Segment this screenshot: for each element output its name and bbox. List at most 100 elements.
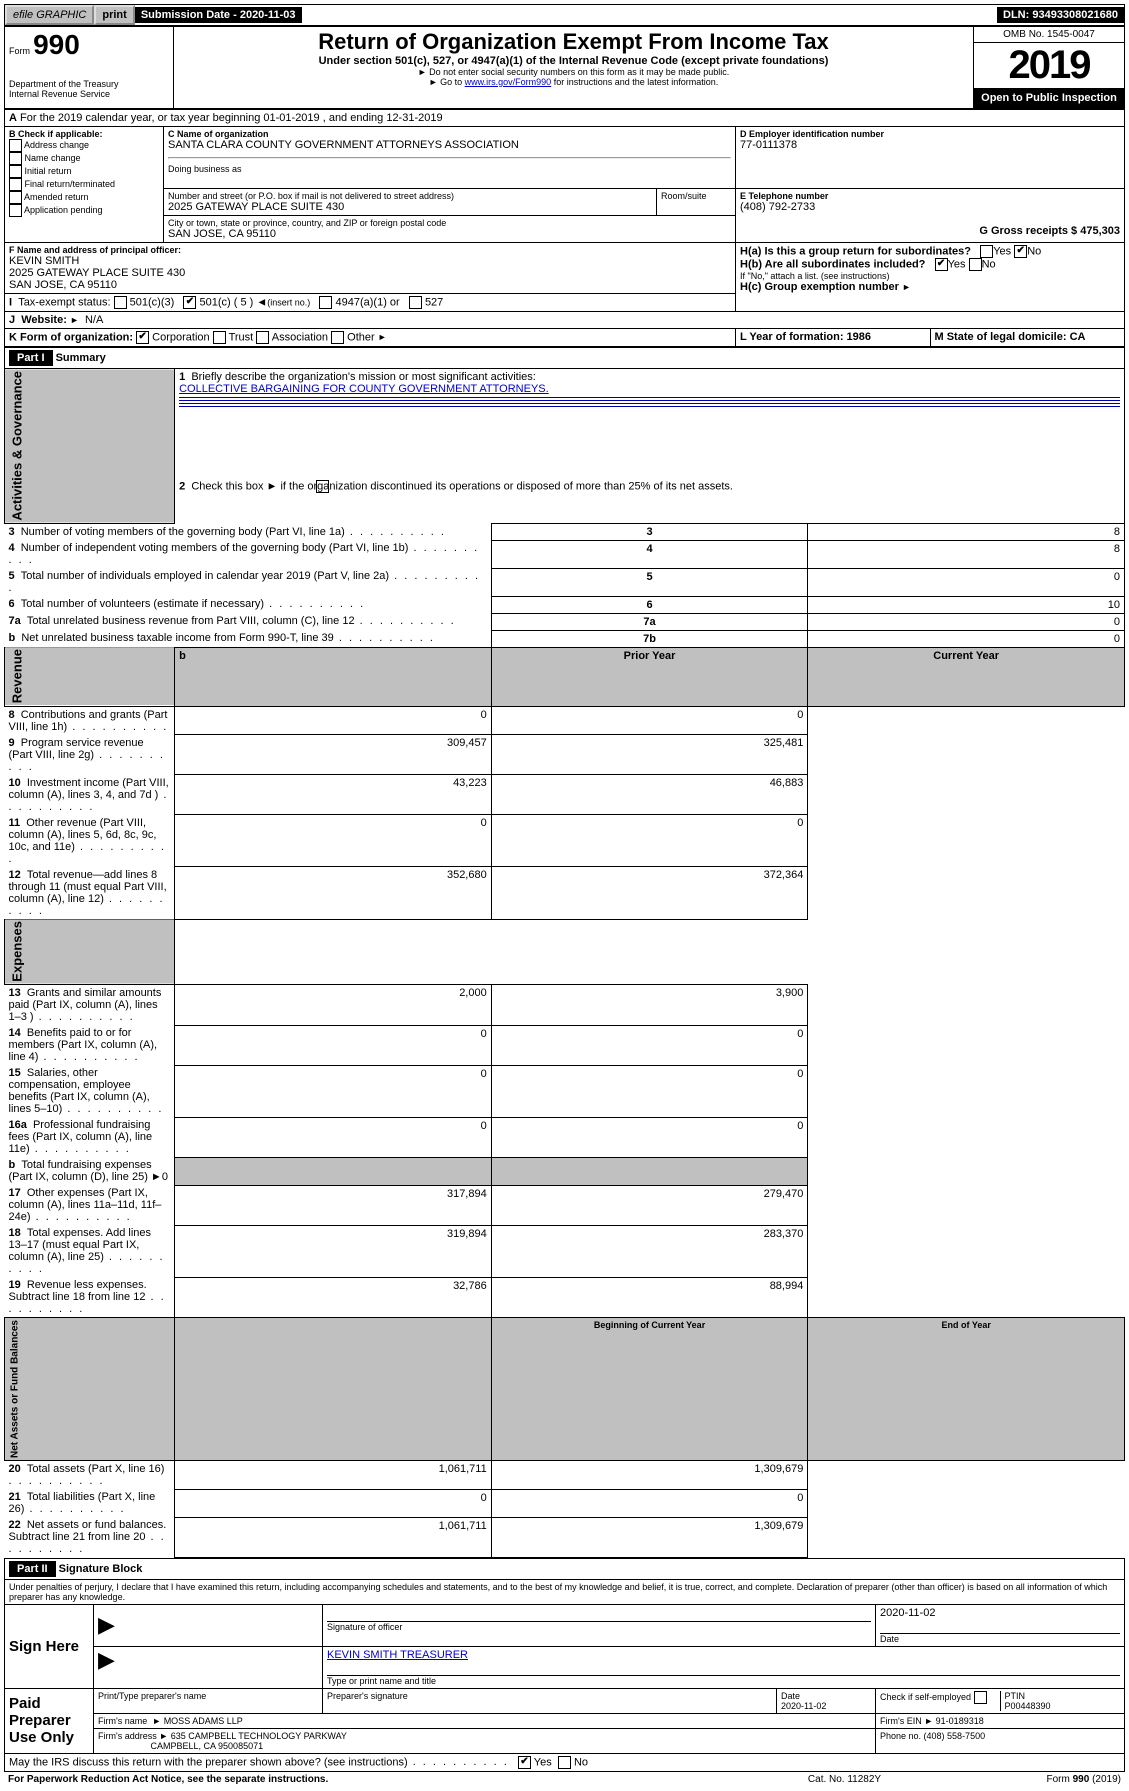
instructions-link[interactable]: www.irs.gov/Form990 bbox=[465, 77, 552, 87]
prior-value: 319,894 bbox=[175, 1225, 492, 1277]
part1-table: Part I Summary Activities & Governance 1… bbox=[4, 347, 1125, 1558]
current-value: 0 bbox=[491, 1117, 808, 1157]
year-formation: L Year of formation: 1986 bbox=[740, 331, 871, 343]
hb-no-checkbox[interactable] bbox=[969, 258, 982, 271]
current-value: 372,364 bbox=[491, 867, 808, 920]
gov-value: 0 bbox=[808, 568, 1125, 596]
section-b: B Check if applicable: Address change Na… bbox=[5, 127, 164, 243]
prior-value: 0 bbox=[175, 1065, 492, 1117]
b-checkbox[interactable] bbox=[9, 178, 22, 191]
identity-block: A For the 2019 calendar year, or tax yea… bbox=[4, 109, 1125, 347]
sig-date: 2020-11-02 bbox=[880, 1607, 1120, 1619]
501c-checkbox[interactable] bbox=[183, 296, 196, 309]
prior-value: 0 bbox=[175, 1117, 492, 1157]
prior-value: 2,000 bbox=[175, 985, 492, 1026]
part2-table: Part II Signature Block Under penalties … bbox=[4, 1558, 1125, 1772]
gov-value: 0 bbox=[808, 630, 1125, 647]
revenue-label: Revenue bbox=[5, 647, 175, 706]
current-value bbox=[491, 1157, 808, 1185]
gov-value: 10 bbox=[808, 596, 1125, 613]
discuss-yes-checkbox[interactable] bbox=[518, 1756, 531, 1769]
current-value: 0 bbox=[491, 706, 808, 735]
current-value: 1,309,679 bbox=[491, 1517, 808, 1557]
expenses-label: Expenses bbox=[5, 919, 175, 985]
firm-name: MOSS ADAMS LLP bbox=[164, 1716, 243, 1726]
ha-yes-checkbox[interactable] bbox=[980, 245, 993, 258]
current-value: 325,481 bbox=[491, 735, 808, 775]
print-button[interactable]: print bbox=[94, 5, 134, 25]
officer-name: KEVIN SMITH bbox=[9, 255, 731, 267]
dln: DLN: 93493308021680 bbox=[997, 7, 1124, 23]
officer-printed-name: KEVIN SMITH TREASURER bbox=[327, 1649, 1120, 1661]
line-a: For the 2019 calendar year, or tax year … bbox=[20, 112, 443, 124]
prior-value: 43,223 bbox=[175, 775, 492, 815]
form-subtitle: Under section 501(c), 527, or 4947(a)(1)… bbox=[178, 55, 969, 67]
ptin: P00448390 bbox=[1005, 1701, 1051, 1711]
efile-button[interactable]: efile GRAPHIC bbox=[5, 5, 94, 25]
discuss-no-checkbox[interactable] bbox=[558, 1756, 571, 1769]
header-block: Form 990 Department of the Treasury Inte… bbox=[4, 26, 1125, 109]
prior-value: 0 bbox=[175, 706, 492, 735]
ha-no-checkbox[interactable] bbox=[1014, 245, 1027, 258]
current-value: 0 bbox=[491, 1065, 808, 1117]
top-bar: efile GRAPHIC print Submission Date - 20… bbox=[4, 4, 1125, 26]
ein: 77-0111378 bbox=[740, 139, 1120, 151]
prior-value: 1,061,711 bbox=[175, 1517, 492, 1557]
b-checkbox[interactable] bbox=[9, 152, 22, 165]
part2-header: Part II bbox=[9, 1561, 56, 1577]
omb: OMB No. 1545-0047 bbox=[974, 27, 1124, 43]
prior-value: 0 bbox=[175, 1489, 492, 1517]
prior-value: 1,061,711 bbox=[175, 1461, 492, 1490]
self-employed-checkbox[interactable] bbox=[974, 1691, 987, 1704]
b-checkbox[interactable] bbox=[9, 165, 22, 178]
perjury-text: Under penalties of perjury, I declare th… bbox=[5, 1579, 1125, 1604]
part1-title: Summary bbox=[56, 352, 106, 364]
arrow-icon: ▶ bbox=[98, 1612, 115, 1637]
phone: (408) 792-2733 bbox=[740, 201, 1120, 213]
other-checkbox[interactable] bbox=[331, 331, 344, 344]
current-value: 3,900 bbox=[491, 985, 808, 1026]
501c3-checkbox[interactable] bbox=[114, 296, 127, 309]
b-checkbox[interactable] bbox=[9, 139, 22, 152]
current-value: 283,370 bbox=[491, 1225, 808, 1277]
current-value: 0 bbox=[491, 815, 808, 867]
prior-value: 0 bbox=[175, 815, 492, 867]
part1-header: Part I bbox=[9, 350, 53, 366]
website: N/A bbox=[85, 314, 103, 326]
prior-value: 0 bbox=[175, 1025, 492, 1065]
gross-receipts: G Gross receipts $ 475,303 bbox=[979, 225, 1120, 237]
prior-value: 317,894 bbox=[175, 1185, 492, 1225]
b-checkbox[interactable] bbox=[9, 204, 22, 217]
prior-value bbox=[175, 1157, 492, 1185]
current-value: 88,994 bbox=[491, 1277, 808, 1318]
state-domicile: M State of legal domicile: CA bbox=[935, 331, 1086, 343]
firm-address: 635 CAMPBELL TECHNOLOGY PARKWAY bbox=[171, 1731, 347, 1741]
city: SAN JOSE, CA 95110 bbox=[168, 228, 731, 240]
tax-year: 2019 bbox=[974, 43, 1124, 88]
form-number: 990 bbox=[33, 29, 80, 60]
hb-yes-checkbox[interactable] bbox=[935, 258, 948, 271]
mission-text: COLLECTIVE BARGAINING FOR COUNTY GOVERNM… bbox=[179, 383, 549, 395]
corp-checkbox[interactable] bbox=[136, 331, 149, 344]
governance-label: Activities & Governance bbox=[5, 369, 175, 524]
arrow-icon bbox=[429, 77, 438, 87]
assoc-checkbox[interactable] bbox=[256, 331, 269, 344]
arrow-icon bbox=[418, 67, 427, 77]
gov-value: 8 bbox=[808, 523, 1125, 540]
org-name: SANTA CLARA COUNTY GOVERNMENT ATTORNEYS … bbox=[168, 139, 731, 151]
form-label: Form bbox=[9, 46, 30, 56]
form-title: Return of Organization Exempt From Incom… bbox=[178, 29, 969, 55]
b-checkbox[interactable] bbox=[9, 191, 22, 204]
527-checkbox[interactable] bbox=[409, 296, 422, 309]
4947-checkbox[interactable] bbox=[319, 296, 332, 309]
paid-preparer-label: Paid Preparer Use Only bbox=[5, 1688, 94, 1753]
gov-value: 0 bbox=[808, 613, 1125, 630]
trust-checkbox[interactable] bbox=[213, 331, 226, 344]
current-value: 279,470 bbox=[491, 1185, 808, 1225]
discontinued-checkbox[interactable] bbox=[316, 480, 329, 493]
street: 2025 GATEWAY PLACE SUITE 430 bbox=[168, 201, 652, 213]
arrow-icon bbox=[902, 281, 911, 293]
prior-value: 309,457 bbox=[175, 735, 492, 775]
prior-value: 352,680 bbox=[175, 867, 492, 920]
open-public: Open to Public Inspection bbox=[974, 88, 1124, 108]
